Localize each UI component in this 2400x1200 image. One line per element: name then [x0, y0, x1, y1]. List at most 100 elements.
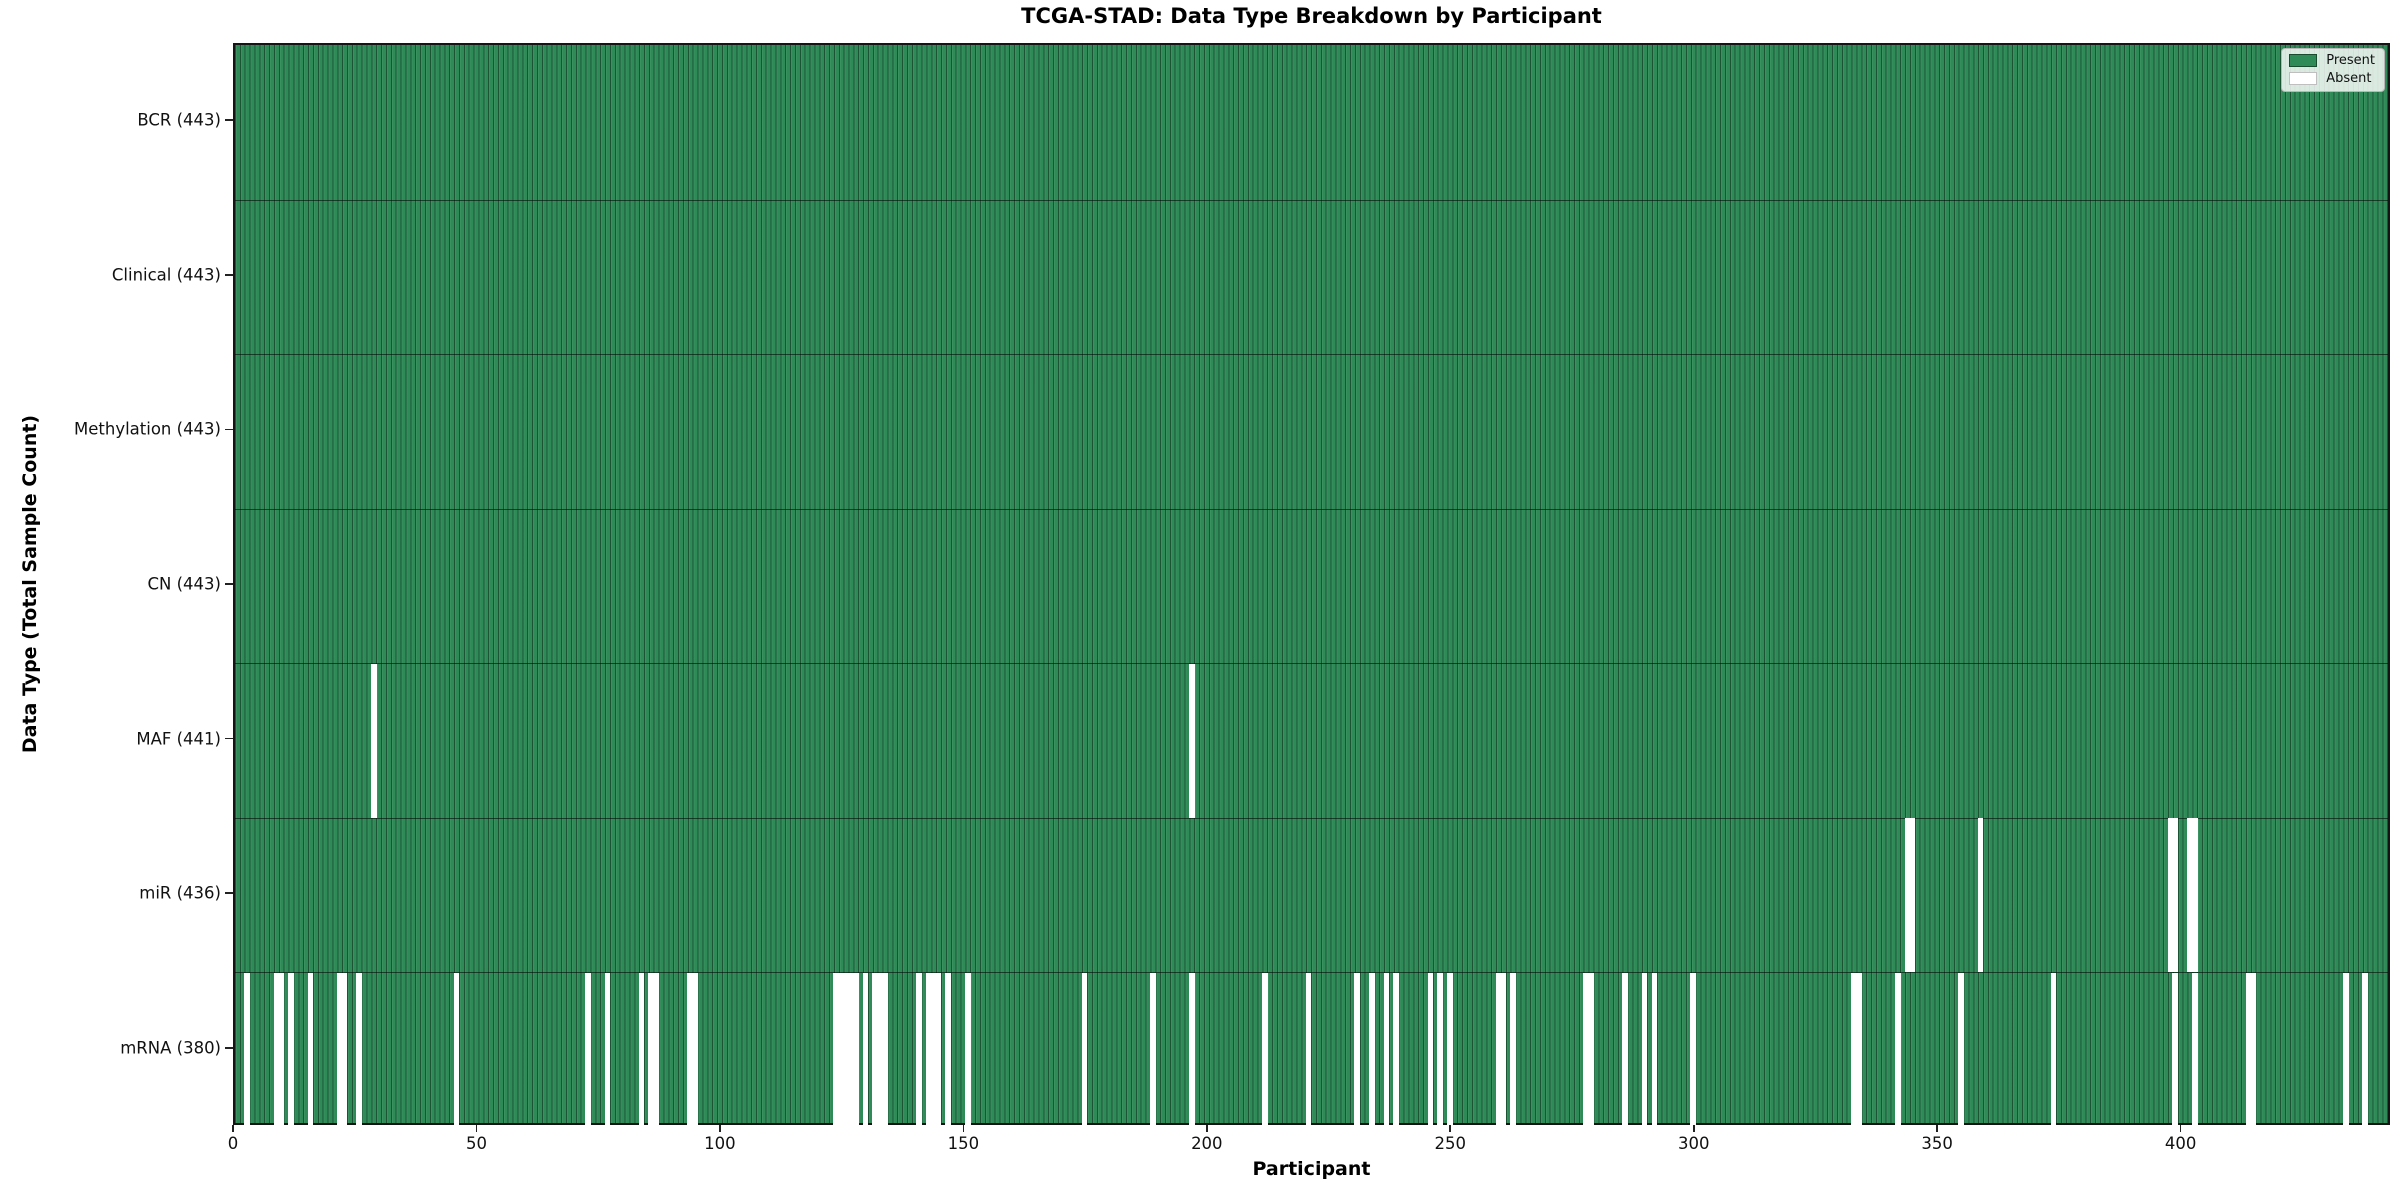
ytick-label-BCR: BCR (443)	[137, 110, 221, 130]
absent-bar-mRNA-146	[945, 972, 952, 1128]
absent-bar-mRNA-83	[638, 972, 645, 1128]
absent-bar-mRNA-126	[848, 972, 854, 1128]
xtick-mark	[2179, 1125, 2182, 1132]
ytick-mark	[225, 892, 233, 894]
absent-bar-mRNA-398	[2172, 972, 2179, 1128]
absent-bar-mRNA-123	[833, 972, 840, 1128]
absent-bar-mRNA-76	[604, 972, 611, 1128]
absent-bar-mRNA-8	[273, 972, 280, 1128]
absent-bar-mRNA-236	[1383, 972, 1390, 1128]
xtick-label-100: 100	[704, 1134, 736, 1153]
xtick-mark	[1206, 1125, 1208, 1132]
absent-bar-MAF-196	[1188, 663, 1195, 818]
ytick-mark	[225, 119, 233, 122]
row-separator	[235, 972, 2388, 974]
xtick-mark	[475, 1125, 478, 1132]
ytick-mark	[225, 583, 233, 585]
absent-bar-mRNA-289	[1641, 972, 1648, 1128]
absent-bar-mRNA-45	[453, 972, 460, 1128]
absent-bar-mRNA-15	[307, 972, 314, 1128]
absent-bar-mRNA-9	[278, 972, 285, 1128]
absent-bar-mRNA-233	[1369, 972, 1375, 1128]
absent-bar-mRNA-188	[1149, 972, 1156, 1128]
xtick-label-0: 0	[227, 1134, 239, 1153]
absent-bar-mRNA-25	[356, 972, 362, 1128]
xtick-mark	[1449, 1125, 1452, 1132]
absent-bar-mRNA-127	[852, 972, 859, 1128]
legend: Present Absent	[2281, 48, 2385, 92]
x-axis-title: Participant	[1252, 1158, 1371, 1180]
absent-bar-miR-398	[2172, 818, 2179, 973]
absent-bar-miR-397	[2167, 818, 2174, 973]
absent-bar-mRNA-22	[341, 972, 348, 1128]
legend-absent-label: Absent	[2326, 71, 2372, 86]
xtick-label-300: 300	[1677, 1134, 1710, 1153]
absent-bar-mRNA-131	[872, 972, 879, 1128]
chart-title: TCGA-STAD: Data Type Breakdown by Partic…	[1021, 4, 1602, 28]
absent-bar-MAF-28	[370, 663, 377, 818]
absent-bar-mRNA-150	[964, 972, 971, 1128]
row-separator	[235, 354, 2388, 356]
absent-bar-miR-344	[1909, 818, 1916, 973]
absent-bar-miR-401	[2187, 818, 2193, 973]
ytick-mark	[225, 274, 233, 276]
absent-bar-mRNA-93	[687, 972, 694, 1128]
row-separator	[235, 817, 2388, 819]
legend-present-label: Present	[2326, 53, 2375, 68]
absent-bar-mRNA-230	[1354, 972, 1361, 1128]
absent-bar-mRNA-245	[1427, 972, 1434, 1128]
absent-bar-mRNA-413	[2245, 972, 2252, 1128]
absent-bar-mRNA-86	[653, 972, 659, 1128]
absent-bar-mRNA-21	[336, 972, 343, 1128]
absent-bar-miR-402	[2191, 818, 2198, 973]
ytick-label-CN: CN (443)	[147, 574, 221, 594]
ytick-mark	[225, 1046, 233, 1049]
absent-bar-mRNA-211	[1261, 972, 1268, 1128]
absent-bar-mRNA-433	[2342, 972, 2349, 1128]
plot-area: Present Absent	[233, 43, 2390, 1128]
absent-bar-mRNA-278	[1588, 972, 1594, 1128]
absent-bar-mRNA-262	[1510, 972, 1516, 1128]
legend-entry-absent: Absent	[2289, 72, 2375, 85]
absent-bar-mRNA-2	[244, 972, 250, 1128]
absent-bar-mRNA-373	[2050, 972, 2057, 1128]
absent-bar-mRNA-94	[692, 972, 698, 1128]
absent-bar-mRNA-129	[862, 972, 869, 1128]
absent-bar-mRNA-333	[1856, 972, 1862, 1128]
ytick-label-mRNA: mRNA (380)	[120, 1038, 221, 1058]
absent-bar-mRNA-259	[1495, 972, 1502, 1128]
absent-bar-mRNA-277	[1583, 972, 1589, 1128]
absent-bar-mRNA-144	[935, 972, 942, 1128]
xtick-mark	[719, 1125, 721, 1132]
absent-bar-miR-343	[1904, 818, 1911, 973]
legend-present-swatch	[2289, 54, 2318, 67]
absent-bar-mRNA-220	[1305, 972, 1312, 1128]
ytick-label-miR: miR (436)	[139, 883, 221, 903]
absent-bar-mRNA-299	[1690, 972, 1697, 1128]
legend-entry-present: Present	[2289, 54, 2375, 67]
absent-bar-mRNA-174	[1081, 972, 1088, 1128]
xtick-label-150: 150	[947, 1134, 980, 1153]
xtick-mark	[1692, 1125, 1695, 1132]
ytick-label-MAF: MAF (441)	[136, 729, 221, 749]
absent-bar-mRNA-354	[1958, 972, 1964, 1128]
row-separator	[235, 663, 2388, 665]
absent-bar-mRNA-402	[2191, 972, 2198, 1128]
absent-bar-mRNA-260	[1500, 972, 1507, 1128]
absent-bar-mRNA-291	[1651, 972, 1658, 1128]
absent-bar-mRNA-332	[1851, 972, 1857, 1128]
absent-bar-miR-358	[1977, 818, 1984, 973]
ytick-mark	[225, 737, 233, 740]
legend-absent-swatch	[2289, 72, 2318, 85]
xtick-label-200: 200	[1191, 1134, 1223, 1153]
absent-bar-mRNA-125	[843, 972, 849, 1128]
absent-bar-mRNA-414	[2250, 972, 2257, 1128]
absent-bar-mRNA-437	[2362, 972, 2369, 1128]
absent-bar-mRNA-143	[930, 972, 937, 1128]
absent-bar-mRNA-132	[877, 972, 883, 1128]
absent-bar-mRNA-341	[1894, 972, 1901, 1128]
xtick-mark	[1936, 1125, 1938, 1132]
ytick-label-Methylation: Methylation (443)	[74, 419, 221, 439]
absent-bar-mRNA-124	[838, 972, 845, 1128]
